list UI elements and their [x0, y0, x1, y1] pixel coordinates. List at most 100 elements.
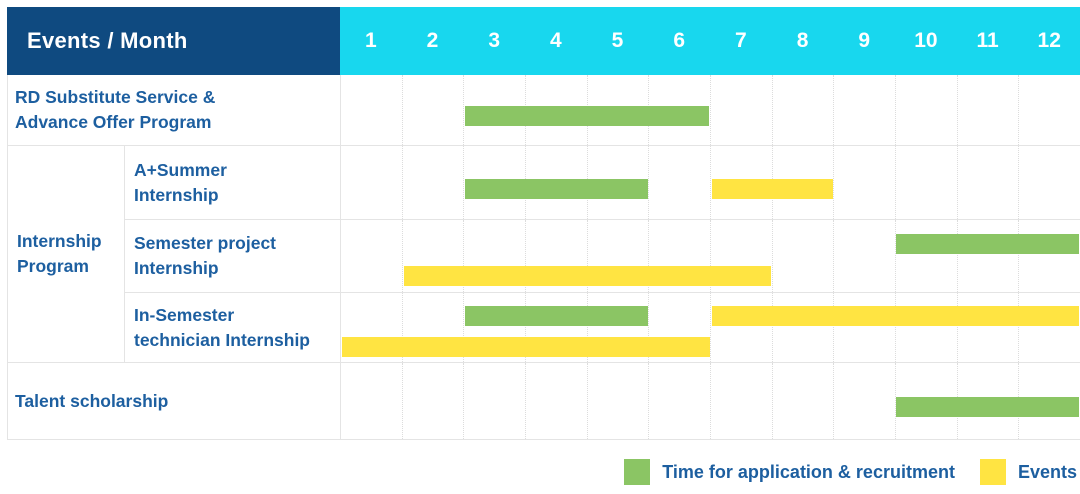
- month-header-12: 12: [1037, 29, 1061, 52]
- month-gridcell: [401, 75, 464, 145]
- bar-lines: [341, 75, 1080, 145]
- month-header-5: 5: [611, 29, 624, 52]
- month-gridcell: [648, 293, 710, 362]
- month-gridcell: [771, 293, 834, 362]
- month-gridcell: [771, 220, 834, 292]
- month-gridcell: [833, 75, 895, 145]
- row-chart-area: [341, 146, 1080, 219]
- row-group-internship-program: Internship Program A+Summer Internship Semes…: [8, 146, 1080, 363]
- bar-application: [896, 234, 1079, 254]
- events-month-header-cell: Events / Month: [7, 7, 340, 75]
- month-gridcell: [833, 293, 895, 362]
- month-gridcell: [1018, 146, 1080, 219]
- month-gridcell: [648, 146, 710, 219]
- month-header-2: 2: [426, 29, 439, 52]
- row-label-line: In-Semester: [134, 304, 235, 325]
- legend-label-events: Events: [1017, 461, 1077, 482]
- month-gridcell: [956, 220, 1019, 292]
- application-color-swatch: [624, 459, 651, 485]
- month-gridcell: [956, 75, 1019, 145]
- month-gridcell: [895, 75, 957, 145]
- month-gridcell: [833, 146, 895, 219]
- legend: Time for application & recruitment Event…: [624, 459, 1077, 485]
- bar-lines: [341, 220, 1080, 292]
- month-gridcell: [648, 220, 710, 292]
- row-a-plus-summer-internship: A+Summer Internship: [125, 146, 1080, 220]
- month-gridcell: [956, 146, 1019, 219]
- month-gridcell: [525, 363, 587, 439]
- row-label-line: Internship: [134, 258, 219, 278]
- legend-item-application: Time for application & recruitment: [624, 459, 955, 485]
- month-gridcell: [895, 363, 957, 439]
- gantt-body: RD Substitute Service & Advance Offer Pro…: [7, 75, 1080, 440]
- row-label-line: RD Substitute Service &: [15, 87, 216, 107]
- month-gridcell: [401, 363, 464, 439]
- row-rd-substitute-service-advance-offer-program: RD Substitute Service & Advance Offer Pro…: [8, 75, 1080, 146]
- month-gridcell: [833, 220, 895, 292]
- month-gridcell: [710, 220, 772, 292]
- row-chart-area: [341, 220, 1080, 292]
- month-gridcell: [586, 363, 649, 439]
- month-gridcell: [1018, 220, 1080, 292]
- legend-label-application: Time for application & recruitment: [662, 461, 955, 482]
- bar-lines: [341, 146, 1080, 219]
- bar-application: [465, 178, 648, 199]
- row-in-semester-technician-internship: In-Semester technician Internship: [125, 293, 1080, 362]
- month-gridcell: [956, 293, 1019, 362]
- bar-event: [711, 178, 833, 199]
- row-chart-area: [341, 363, 1080, 439]
- month-header-9: 9: [858, 29, 871, 52]
- month-gridcell: [463, 293, 525, 362]
- row-label-in-semester-technician-internship: In-Semester technician Internship: [125, 293, 341, 362]
- month-header-7: 7: [735, 29, 747, 52]
- month-gridcell: [463, 220, 525, 292]
- bar-event: [342, 336, 710, 357]
- month-gridcell: [895, 146, 957, 219]
- row-label-line: Internship: [17, 231, 102, 251]
- month-header-10: 10: [914, 29, 938, 52]
- bar-application: [465, 306, 648, 327]
- month-gridlines: [341, 220, 1080, 292]
- month-gridcell: [895, 220, 957, 292]
- legend-item-events: Events: [979, 459, 1077, 485]
- row-chart-area: [341, 293, 1080, 362]
- month-header-8: 8: [796, 29, 809, 52]
- bar-event: [403, 266, 772, 286]
- row-label-line: Internship: [134, 184, 219, 205]
- row-semester-project-internship: Semester project Internship: [125, 220, 1080, 293]
- month-gridcell: [463, 75, 525, 145]
- month-header-11: 11: [976, 29, 999, 52]
- month-gridcell: [895, 293, 957, 362]
- bar-line: [341, 375, 1080, 439]
- month-gridlines: [341, 293, 1080, 362]
- month-gridcell: [710, 363, 772, 439]
- month-gridcell: [771, 363, 834, 439]
- bar-line: [341, 301, 1080, 332]
- month-header-4: 4: [550, 29, 562, 52]
- row-label-line: A+Summer: [134, 159, 227, 180]
- bar-line: [341, 260, 1080, 292]
- group-label-internship-program: Internship Program: [8, 146, 125, 362]
- month-gridcell: [1018, 75, 1080, 145]
- month-header-3: 3: [488, 29, 501, 52]
- bar-event: [711, 306, 1079, 327]
- bar-application: [465, 106, 710, 126]
- row-label-line: Semester project: [134, 233, 277, 253]
- month-gridcell: [463, 146, 525, 219]
- month-gridcell: [525, 220, 587, 292]
- month-gridcell: [648, 363, 710, 439]
- bar-line: [341, 158, 1080, 219]
- month-header-1: 1: [364, 29, 377, 52]
- events-color-swatch: [979, 459, 1006, 485]
- month-gridcell: [401, 293, 464, 362]
- month-gridcell: [833, 363, 895, 439]
- month-gridcell: [710, 293, 772, 362]
- month-gridcell: [586, 293, 649, 362]
- month-header-6: 6: [673, 29, 686, 52]
- bar-line: [341, 87, 1080, 145]
- month-gridcell: [586, 220, 649, 292]
- row-label-line: Program: [17, 256, 89, 276]
- row-label-a-plus-summer-internship: A+Summer Internship: [125, 146, 341, 219]
- bar-lines: [341, 363, 1080, 439]
- group-rows: A+Summer Internship Semester project Intern…: [125, 146, 1080, 362]
